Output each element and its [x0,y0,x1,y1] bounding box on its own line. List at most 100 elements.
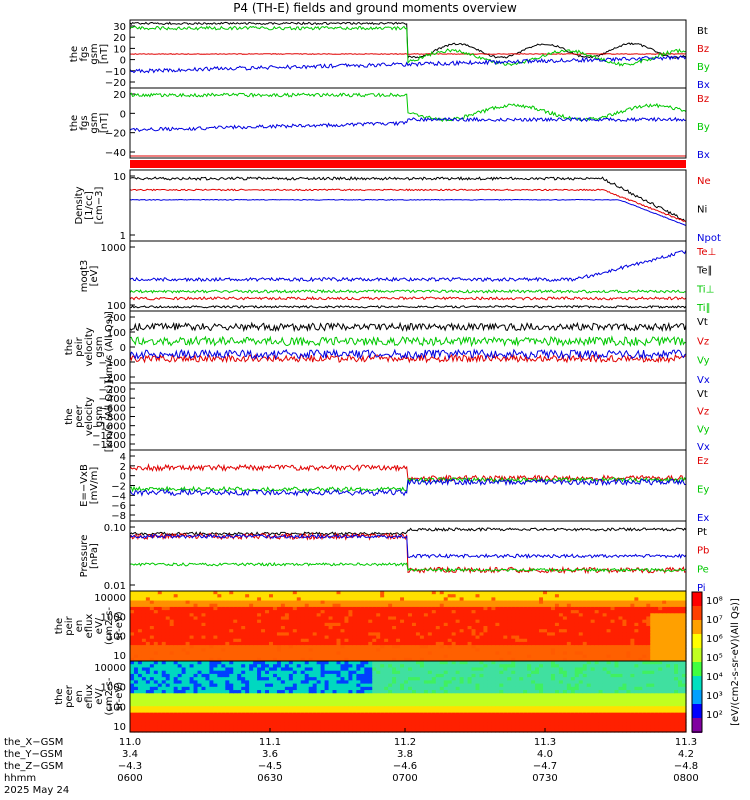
series-Bx2 [129,116,687,133]
ylabel-dens-1: [1/cc] [84,191,95,220]
ytick-fgs1-2: 10 [113,44,126,55]
xaxis-3-0: 0600 [117,773,142,784]
ylabel-peir_spec-4: eV/ [94,617,105,634]
ylabel-pres-0: Pressure [79,535,90,578]
ylabel-peer_spec-6: sr-eV) [114,682,125,711]
series-Pt [129,527,687,536]
ylabel-efld-1: [mV/m] [89,467,100,505]
ytick-peir_spec-1: 1000 [101,612,126,623]
legend-temp-1: Te∥ [696,266,713,277]
ylabel-dens-2: [cm−3] [94,187,105,225]
ylabel-fgs2-3: [nT] [99,113,110,133]
legend-fgs2-1: By [697,122,710,133]
legend-vpeer-0: Vt [697,389,708,400]
ytick-vpeir-1: 100 [107,328,126,339]
legend-pres-3: Pi [697,583,706,594]
ylabel-dens-0: Density [74,186,85,224]
ylabel-peer_spec-0: the [54,688,65,704]
ylabel-vpeer-1: peer [74,404,85,428]
legend-vpeir-0: Vt [697,317,708,328]
ytick-vpeer-6: −1400 [92,440,126,451]
legend-vpeir-2: Vy [697,356,710,367]
xaxis-3-3: 0730 [532,773,557,784]
page-title: P4 (TH-E) fields and ground moments over… [233,1,517,15]
ylabel-fgs2-2: gsm [89,112,100,133]
series-By2 [129,92,687,122]
ytick-efld-4: −4 [111,491,126,502]
xaxis-1-0: 3.4 [122,749,138,760]
colorbar-tick-2: 10⁶ [706,634,723,645]
series-Bx [129,55,687,74]
legend-fgs1-1: Bz [697,44,709,55]
ylabel-pres-1: [nPa] [89,543,100,569]
ylabel-peer_spec-3: eflux [84,684,95,709]
ytick-vpeer-5: −1200 [92,431,126,442]
ytick-temp-0: 1000 [101,243,126,254]
panel-frame-fgs2 [129,87,687,159]
ytick-vpeer-1: −400 [99,394,126,405]
ytick-vpeer-2: −600 [99,403,126,414]
ytick-efld-3: −2 [111,482,126,493]
xaxis-3-1: 0630 [257,773,282,784]
series-Vz [129,353,687,364]
ytick-fgs1-4: −10 [105,67,126,78]
ylabel-fgs2-1: fgs [79,115,90,130]
xaxis-row-name-2: the_Z−GSM [4,761,63,772]
ylabel-fgs2-0: the [69,115,80,131]
legend-pres-1: Pb [697,546,709,557]
ytick-fgs2-3: −40 [105,148,126,159]
ytick-vpeir-4: −200 [99,373,126,384]
series-Vx [129,348,687,361]
series-Ne [129,188,687,223]
legend-dens-1: Ni [697,205,707,216]
ylabel-efld-0: E=−VxB [79,464,90,507]
legend-fgs1-3: Bx [697,80,710,91]
xaxis-2-0: −4.3 [118,761,142,772]
ytick-peer_spec-3: 10 [113,722,126,733]
ylabel-fgs1-3: [nT] [99,44,110,64]
xaxis-1-3: 4.0 [537,749,553,760]
ytick-peir_spec-3: 10 [113,651,126,662]
ytick-fgs1-3: 0 [120,56,126,67]
ytick-dens-0: 10 [113,172,126,183]
legend-dens-2: Npot [697,233,721,244]
xaxis-0-4: 11.3 [675,737,697,748]
legend-temp-3: Ti∥ [696,303,711,314]
ytick-pres-1: 0.01 [104,581,126,592]
xaxis-3-4: 0800 [673,773,698,784]
xaxis-1-4: 4.2 [678,749,694,760]
ytick-efld-0: 4 [120,452,126,463]
ytick-fgs1-0: 30 [113,22,126,33]
ytick-fgs1-1: 20 [113,33,126,44]
ylabel-peer_spec-1: peer [64,684,75,708]
ytick-peer_spec-0: 10000 [94,663,126,674]
legend-pres-0: Pt [697,527,707,538]
ylabel-vpeir-4: [km/s (All Qs)] [104,311,115,383]
ylabel-vpeir-3: gsm [94,336,105,357]
ytick-efld-1: 2 [120,462,126,473]
colorbar-tick-0: 10⁸ [706,596,723,607]
ytick-peer_spec-2: 100 [107,702,126,713]
colorbar-tick-1: 10⁷ [706,615,723,626]
legend-efld-0: Ez [697,456,709,467]
series-Pe [129,561,687,573]
ytick-peir_spec-0: 10000 [94,593,126,604]
colorbar-tick-3: 10⁵ [706,653,723,664]
legend-vpeer-3: Vx [697,442,710,453]
colorbar-label: [eV/(cm2-s-sr-eV)(All Qs)] [730,598,741,726]
date-label: 2025 May 24 [4,785,69,796]
series-Ni [129,176,687,222]
xaxis-row-name-3: hhmm [4,773,36,784]
series-Pb [129,531,687,575]
panel-frame-dens [129,169,687,242]
ytick-fgs2-0: 20 [113,90,126,101]
ylabel-vpeer-2: velocity [84,397,95,436]
ylabel-vpeir-0: the [64,339,75,355]
xaxis-2-2: −4.6 [393,761,417,772]
xaxis-0-3: 11.3 [534,737,556,748]
colorbar-tick-5: 10³ [706,691,723,702]
ylabel-vpeir-2: velocity [84,327,95,366]
ytick-pres-0: 0.10 [104,523,126,534]
legend-vpeir-3: Vx [697,375,710,386]
